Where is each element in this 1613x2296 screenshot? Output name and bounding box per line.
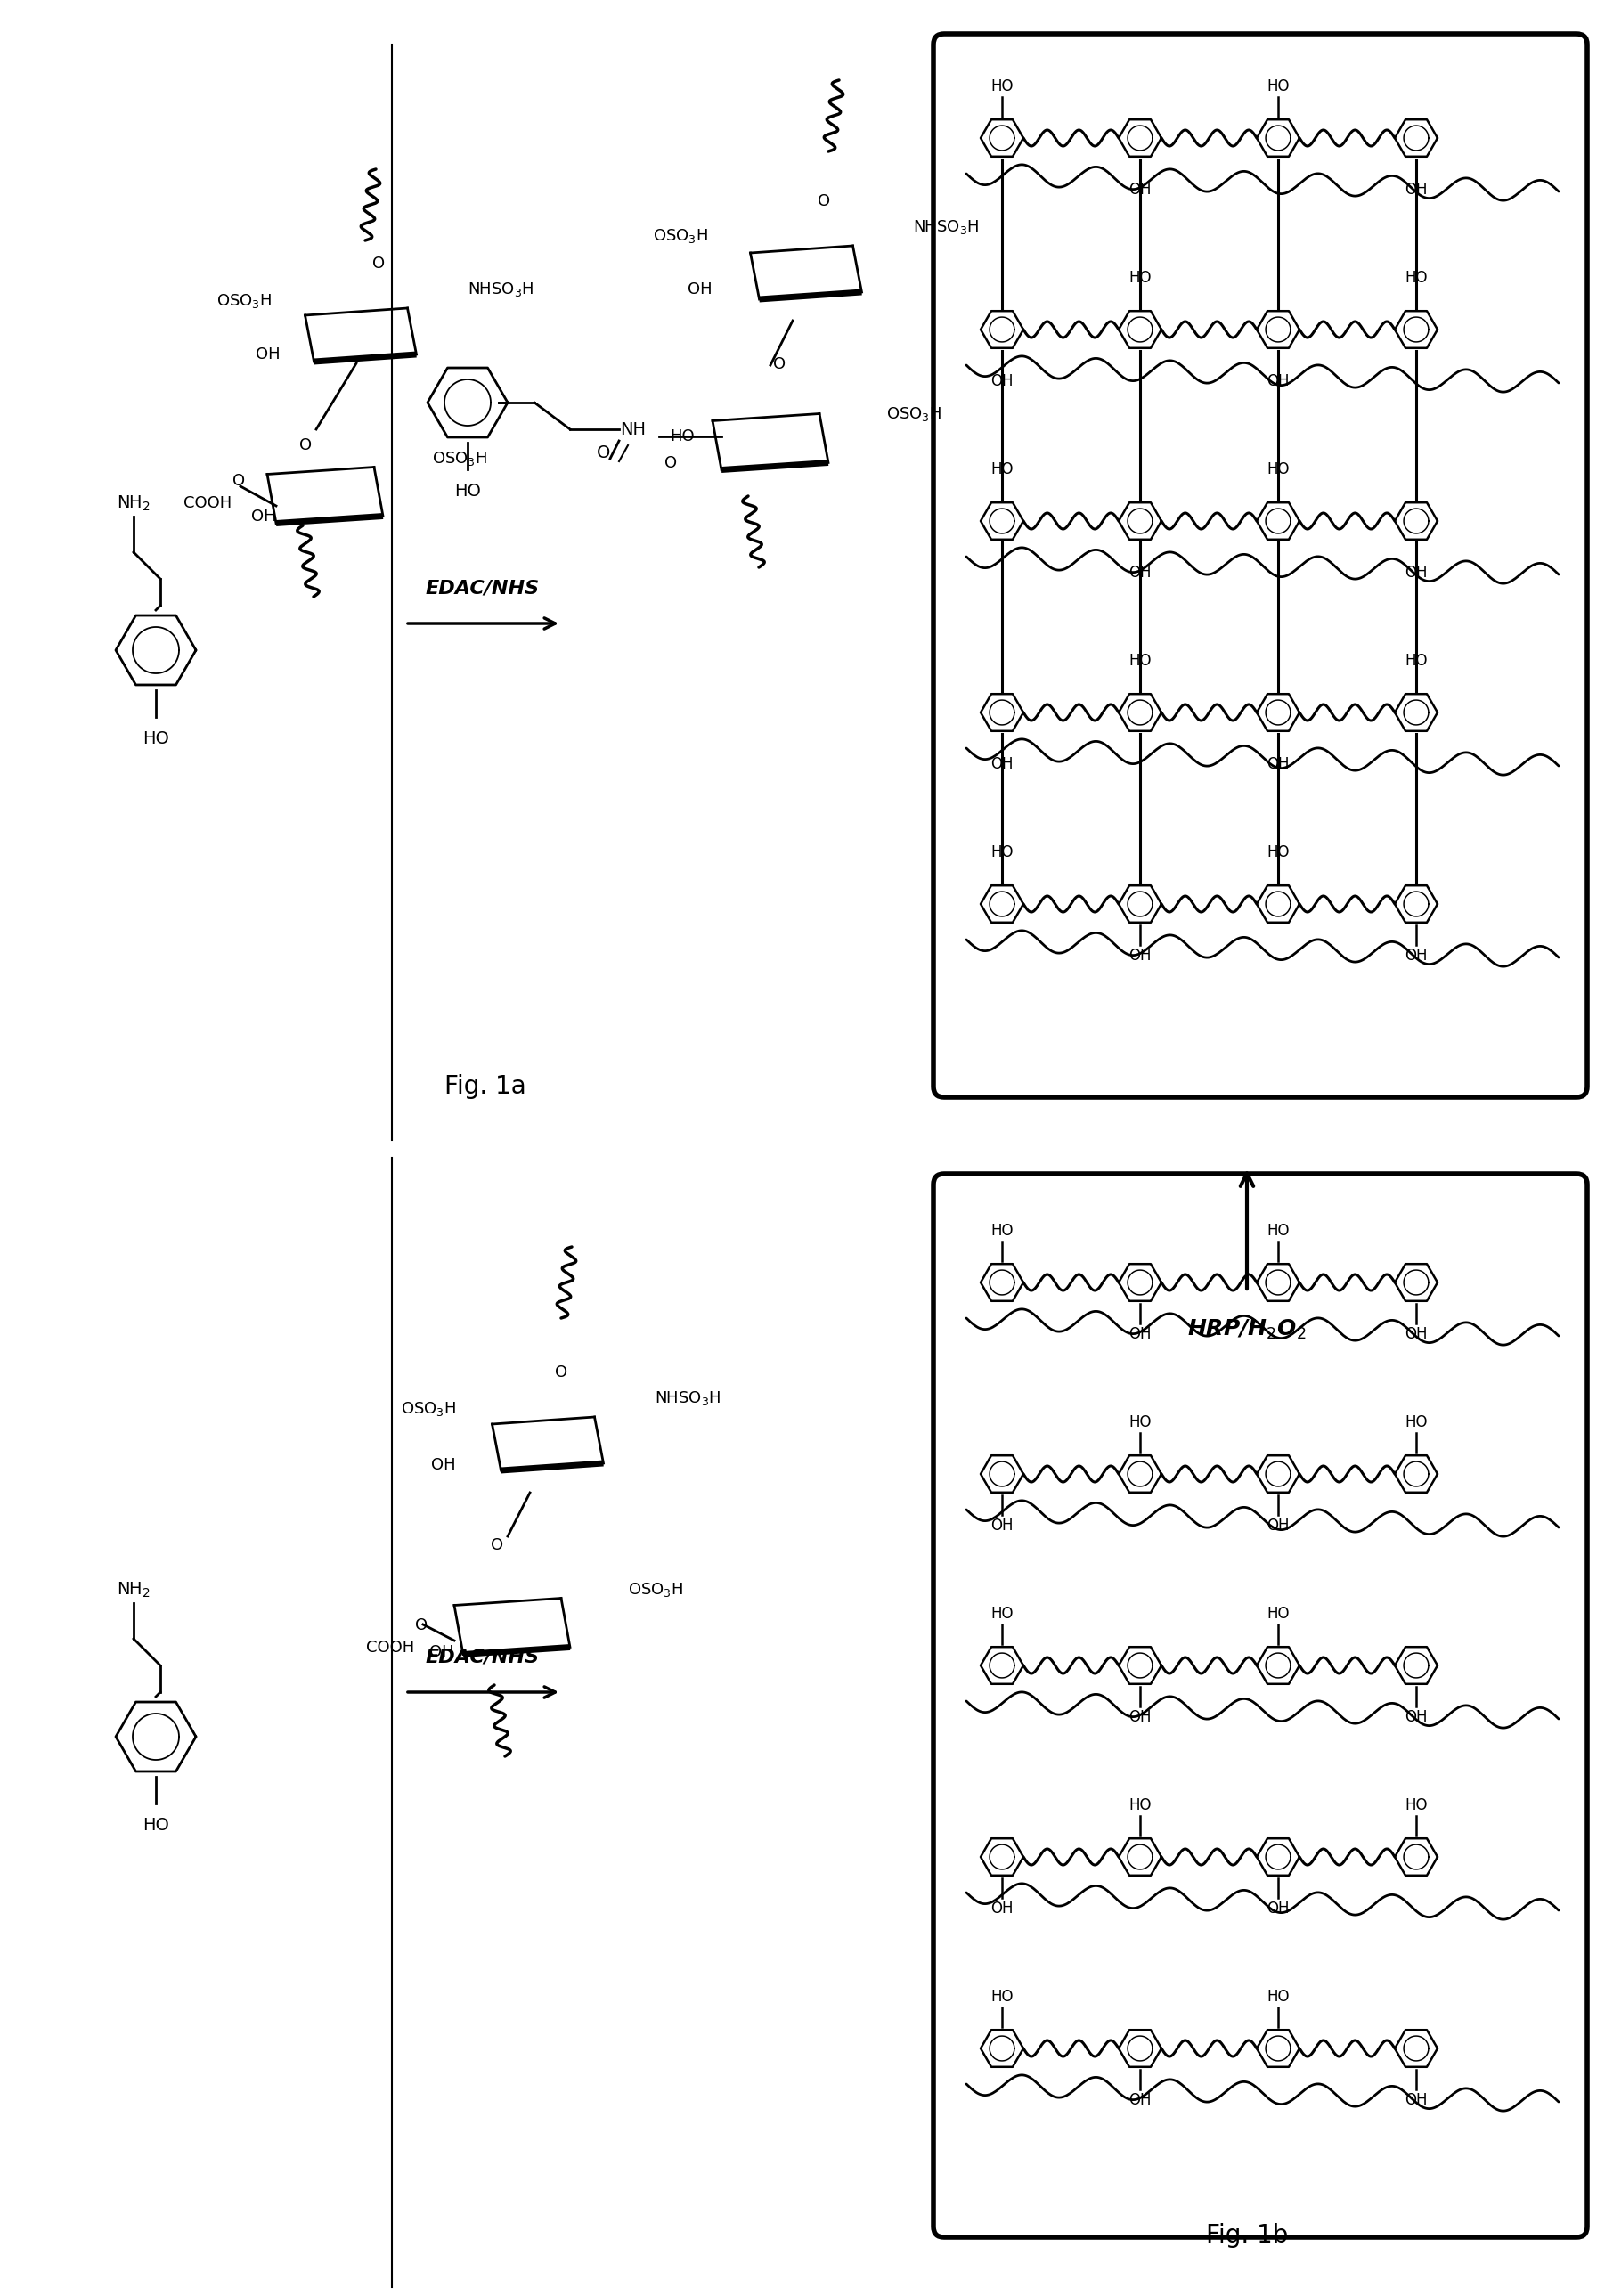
Text: OH: OH <box>1266 1901 1289 1917</box>
Text: OH: OH <box>1129 2092 1152 2108</box>
Text: HO: HO <box>990 461 1013 478</box>
Text: HO: HO <box>990 1605 1013 1621</box>
Text: NH$_2$: NH$_2$ <box>116 1580 150 1600</box>
Text: HO: HO <box>1405 1414 1428 1430</box>
Text: HO: HO <box>1129 1414 1152 1430</box>
Text: O: O <box>818 193 831 209</box>
Text: HO: HO <box>455 482 481 501</box>
Text: O: O <box>490 1538 503 1552</box>
Text: HO: HO <box>1405 1798 1428 1814</box>
Text: OH: OH <box>687 282 713 298</box>
Text: OSO$_3$H: OSO$_3$H <box>627 1582 684 1598</box>
Text: O: O <box>555 1364 568 1380</box>
Text: NHSO$_3$H: NHSO$_3$H <box>913 218 979 236</box>
Text: EDAC/NHS: EDAC/NHS <box>426 579 540 597</box>
Text: HO: HO <box>990 78 1013 94</box>
Text: HO: HO <box>142 1816 169 1835</box>
Text: HO: HO <box>990 1988 1013 2004</box>
Text: HO: HO <box>1266 845 1289 861</box>
Text: O: O <box>773 356 786 372</box>
Text: OH: OH <box>1129 948 1152 964</box>
Text: HO: HO <box>1266 461 1289 478</box>
Text: OH: OH <box>1266 374 1289 390</box>
Text: OSO$_3$H: OSO$_3$H <box>886 404 942 422</box>
Text: O: O <box>415 1616 427 1632</box>
Text: HO: HO <box>1266 1224 1289 1240</box>
Text: OSO$_3$H: OSO$_3$H <box>400 1401 456 1419</box>
Text: HO: HO <box>1129 271 1152 287</box>
Text: COOH: COOH <box>184 496 232 512</box>
FancyBboxPatch shape <box>934 34 1587 1097</box>
Text: HRP/H$_2$O$_2$: HRP/H$_2$O$_2$ <box>1187 1318 1307 1341</box>
Text: OH: OH <box>990 755 1013 771</box>
Text: OH: OH <box>1405 948 1428 964</box>
Text: OH: OH <box>252 507 276 523</box>
Text: HO: HO <box>1266 1605 1289 1621</box>
Text: OH: OH <box>431 1458 456 1474</box>
Text: HO: HO <box>1266 78 1289 94</box>
Text: OH: OH <box>256 347 281 363</box>
Text: OH: OH <box>1129 1327 1152 1343</box>
Text: OH: OH <box>1405 2092 1428 2108</box>
Text: OSO$_3$H: OSO$_3$H <box>653 227 708 246</box>
Text: O: O <box>665 455 677 471</box>
Text: OSO$_3$H: OSO$_3$H <box>216 292 271 310</box>
Text: OSO$_3$H: OSO$_3$H <box>432 450 487 468</box>
Text: OH: OH <box>1266 755 1289 771</box>
Text: OH: OH <box>990 374 1013 390</box>
Text: HO: HO <box>669 429 695 445</box>
Text: NHSO$_3$H: NHSO$_3$H <box>468 280 534 298</box>
FancyBboxPatch shape <box>934 1173 1587 2236</box>
Text: OH: OH <box>1405 181 1428 197</box>
Text: HO: HO <box>990 1224 1013 1240</box>
Text: HO: HO <box>1405 271 1428 287</box>
Text: OH: OH <box>1129 565 1152 581</box>
Text: EDAC/NHS: EDAC/NHS <box>426 1649 540 1665</box>
Text: HO: HO <box>1129 652 1152 668</box>
Text: OH: OH <box>990 1901 1013 1917</box>
Text: HO: HO <box>1266 1988 1289 2004</box>
Text: COOH: COOH <box>366 1639 415 1655</box>
Text: OH: OH <box>1405 1327 1428 1343</box>
Text: OH: OH <box>990 1518 1013 1534</box>
Text: OH: OH <box>1129 1708 1152 1724</box>
Text: O: O <box>597 443 610 461</box>
Text: OH: OH <box>429 1644 455 1660</box>
Text: OH: OH <box>1405 1708 1428 1724</box>
Text: O: O <box>232 473 245 489</box>
Text: O: O <box>373 255 386 271</box>
Text: OH: OH <box>1129 181 1152 197</box>
Text: Fig. 1b: Fig. 1b <box>1207 2223 1289 2248</box>
Text: HO: HO <box>1129 1798 1152 1814</box>
Text: NH$_2$: NH$_2$ <box>116 494 150 512</box>
Text: NH: NH <box>619 420 645 439</box>
Text: O: O <box>298 436 311 452</box>
Text: HO: HO <box>142 730 169 746</box>
Text: OH: OH <box>1405 565 1428 581</box>
Text: HO: HO <box>1405 652 1428 668</box>
Text: Fig. 1a: Fig. 1a <box>445 1075 526 1100</box>
Text: NHSO$_3$H: NHSO$_3$H <box>655 1389 721 1407</box>
Text: OH: OH <box>1266 1518 1289 1534</box>
Text: HO: HO <box>990 845 1013 861</box>
